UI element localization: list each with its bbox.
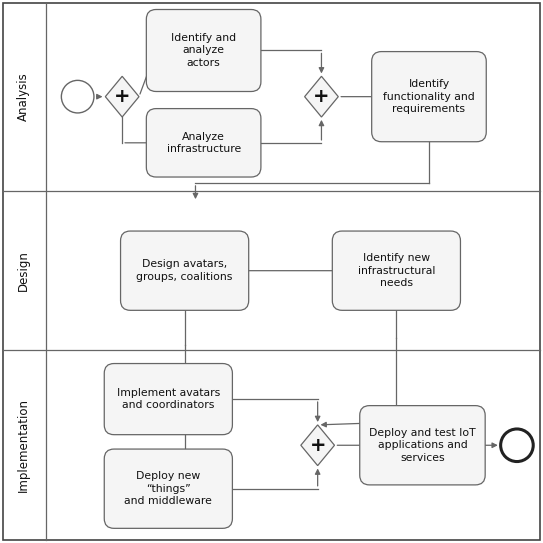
Text: Identify new
infrastructural
needs: Identify new infrastructural needs (358, 253, 435, 288)
Text: +: + (310, 436, 326, 454)
Text: Deploy and test IoT
applications and
services: Deploy and test IoT applications and ser… (369, 428, 476, 463)
FancyBboxPatch shape (372, 52, 487, 142)
Text: Implementation: Implementation (17, 398, 29, 493)
Text: Deploy new
“things”
and middleware: Deploy new “things” and middleware (124, 471, 212, 506)
FancyBboxPatch shape (332, 231, 460, 311)
Text: +: + (313, 87, 330, 106)
Text: Identify
functionality and
requirements: Identify functionality and requirements (383, 79, 475, 114)
Polygon shape (301, 425, 334, 466)
Polygon shape (305, 77, 338, 117)
Text: Design avatars,
groups, coalitions: Design avatars, groups, coalitions (136, 260, 233, 282)
Polygon shape (105, 77, 139, 117)
Text: Identify and
analyze
actors: Identify and analyze actors (171, 33, 236, 68)
FancyBboxPatch shape (147, 109, 261, 177)
Text: Analysis: Analysis (17, 73, 29, 121)
Circle shape (501, 429, 533, 462)
FancyBboxPatch shape (104, 364, 232, 434)
Text: Design: Design (17, 250, 29, 291)
Circle shape (61, 80, 94, 113)
Text: Analyze
infrastructure: Analyze infrastructure (167, 131, 241, 154)
FancyBboxPatch shape (104, 449, 232, 528)
FancyBboxPatch shape (360, 406, 485, 485)
FancyBboxPatch shape (121, 231, 249, 311)
FancyBboxPatch shape (147, 10, 261, 92)
Text: Implement avatars
and coordinators: Implement avatars and coordinators (117, 388, 220, 411)
Text: +: + (114, 87, 130, 106)
